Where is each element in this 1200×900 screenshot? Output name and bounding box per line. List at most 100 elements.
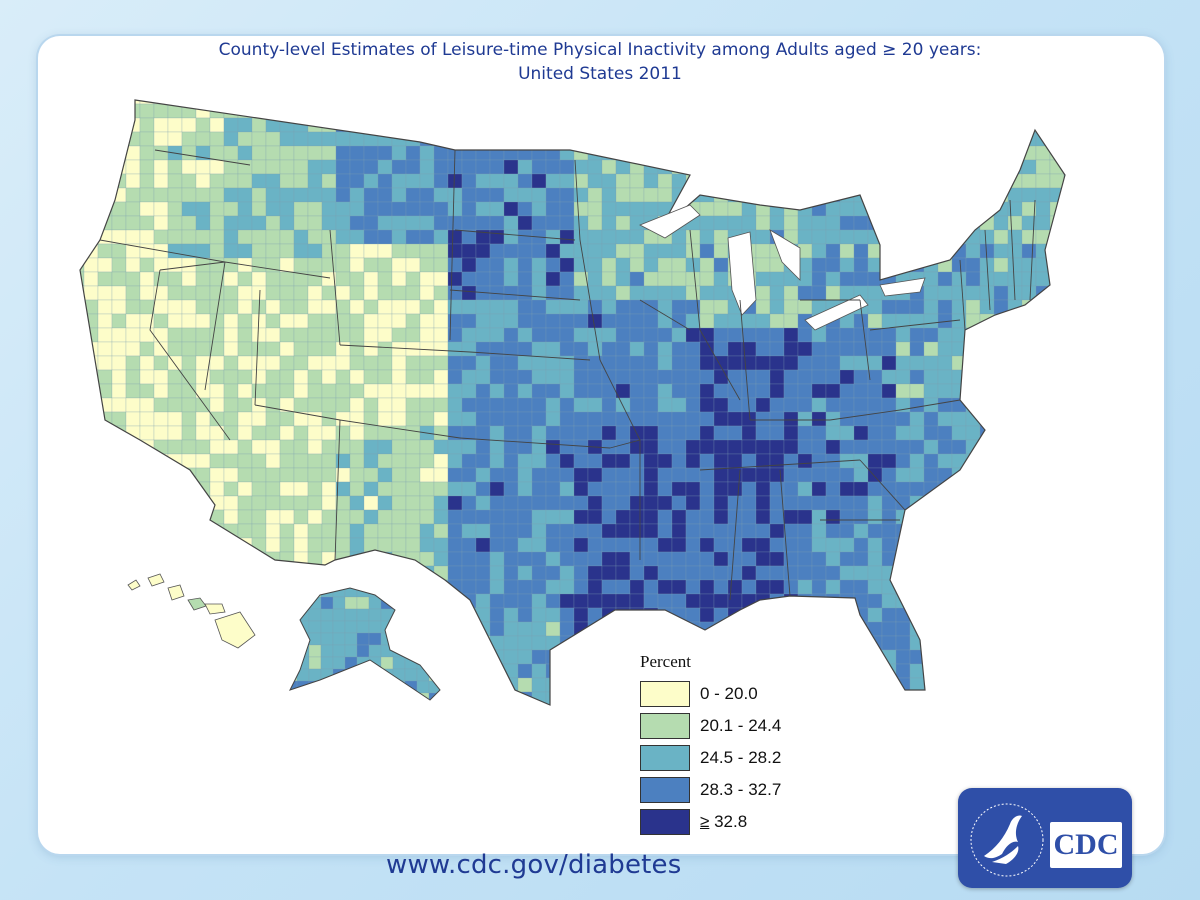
county-cell <box>713 257 729 273</box>
county-cell <box>321 691 337 705</box>
county-cell <box>993 691 1009 705</box>
county-cell <box>308 608 322 622</box>
county-cell <box>265 229 281 245</box>
legend-item-2: 24.5 - 28.2 <box>640 742 840 774</box>
county-cell <box>1007 131 1023 147</box>
county-cell <box>657 173 673 189</box>
county-cell <box>601 579 617 595</box>
county-cell <box>1049 257 1065 273</box>
county-cell <box>629 369 645 385</box>
county-cell <box>307 411 323 427</box>
county-cell <box>181 439 197 455</box>
county-cell <box>363 551 379 567</box>
county-cell <box>685 467 701 483</box>
county-cell <box>965 523 981 539</box>
county-cell <box>237 117 253 133</box>
county-cell <box>601 327 617 343</box>
county-cell <box>349 411 365 427</box>
county-cell <box>769 285 785 301</box>
county-cell <box>797 565 813 581</box>
county-cell <box>391 117 407 133</box>
county-cell <box>517 495 533 511</box>
county-cell <box>811 173 827 189</box>
county-cell <box>811 621 827 637</box>
county-cell <box>909 537 925 553</box>
county-cell <box>867 285 883 301</box>
county-cell <box>867 383 883 399</box>
legend: Percent 0 - 20.0 20.1 - 24.4 24.5 - 28.2… <box>640 652 840 838</box>
county-cell <box>839 215 855 231</box>
county-cell <box>937 117 953 133</box>
county-cell <box>368 692 382 700</box>
county-cell <box>1063 481 1065 497</box>
county-cell <box>559 117 575 133</box>
county-cell <box>755 355 771 371</box>
county-cell <box>125 103 141 119</box>
county-cell <box>811 635 827 651</box>
county-cell <box>377 341 393 357</box>
county-cell <box>405 495 421 511</box>
county-cell <box>195 453 211 469</box>
county-cell <box>685 117 701 133</box>
county-cell <box>251 677 267 693</box>
county-cell <box>167 173 183 189</box>
county-cell <box>209 369 225 385</box>
county-cell <box>1007 355 1023 371</box>
county-cell <box>475 397 491 413</box>
county-cell <box>489 117 505 133</box>
county-cell <box>391 481 407 497</box>
county-cell <box>405 397 421 413</box>
county-cell <box>643 257 659 273</box>
county-cell <box>83 411 99 427</box>
county-cell <box>587 551 603 567</box>
county-cell <box>223 663 239 679</box>
county-cell <box>489 411 505 427</box>
county-cell <box>671 537 687 553</box>
county-cell <box>433 397 449 413</box>
county-cell <box>476 706 490 720</box>
county-cell <box>251 117 267 133</box>
county-cell <box>223 691 239 705</box>
county-cell <box>629 327 645 343</box>
county-cell <box>909 663 925 679</box>
county-cell <box>853 145 869 161</box>
county-cell <box>979 537 995 553</box>
county-cell <box>181 145 197 161</box>
county-cell <box>713 145 729 161</box>
county-cell <box>1035 635 1051 651</box>
county-cell <box>265 355 281 371</box>
county-cell <box>671 341 687 357</box>
county-cell <box>601 271 617 287</box>
county-cell <box>405 481 421 497</box>
county-cell <box>671 467 687 483</box>
county-cell <box>881 691 897 705</box>
county-cell <box>615 173 631 189</box>
county-cell <box>839 131 855 147</box>
county-cell <box>405 117 421 133</box>
county-cell <box>559 173 575 189</box>
county-cell <box>979 285 995 301</box>
county-cell <box>769 313 785 329</box>
county-cell <box>979 621 995 637</box>
county-cell <box>671 369 687 385</box>
county-cell <box>356 668 370 682</box>
county-cell <box>419 201 435 217</box>
county-cell <box>713 439 729 455</box>
county-cell <box>895 425 911 441</box>
county-cell <box>839 285 855 301</box>
county-cell <box>293 257 309 273</box>
county-cell <box>629 383 645 399</box>
county-cell <box>909 201 925 217</box>
county-cell <box>377 103 393 119</box>
county-cell <box>573 523 589 539</box>
county-cell <box>405 201 421 217</box>
county-cell <box>97 649 113 665</box>
county-cell <box>643 453 659 469</box>
county-cell <box>363 100 379 105</box>
county-cell <box>419 439 435 455</box>
county-cell <box>559 551 575 567</box>
county-cell <box>895 341 911 357</box>
county-cell <box>601 299 617 315</box>
county-cell <box>321 313 337 329</box>
county-cell <box>713 593 729 609</box>
